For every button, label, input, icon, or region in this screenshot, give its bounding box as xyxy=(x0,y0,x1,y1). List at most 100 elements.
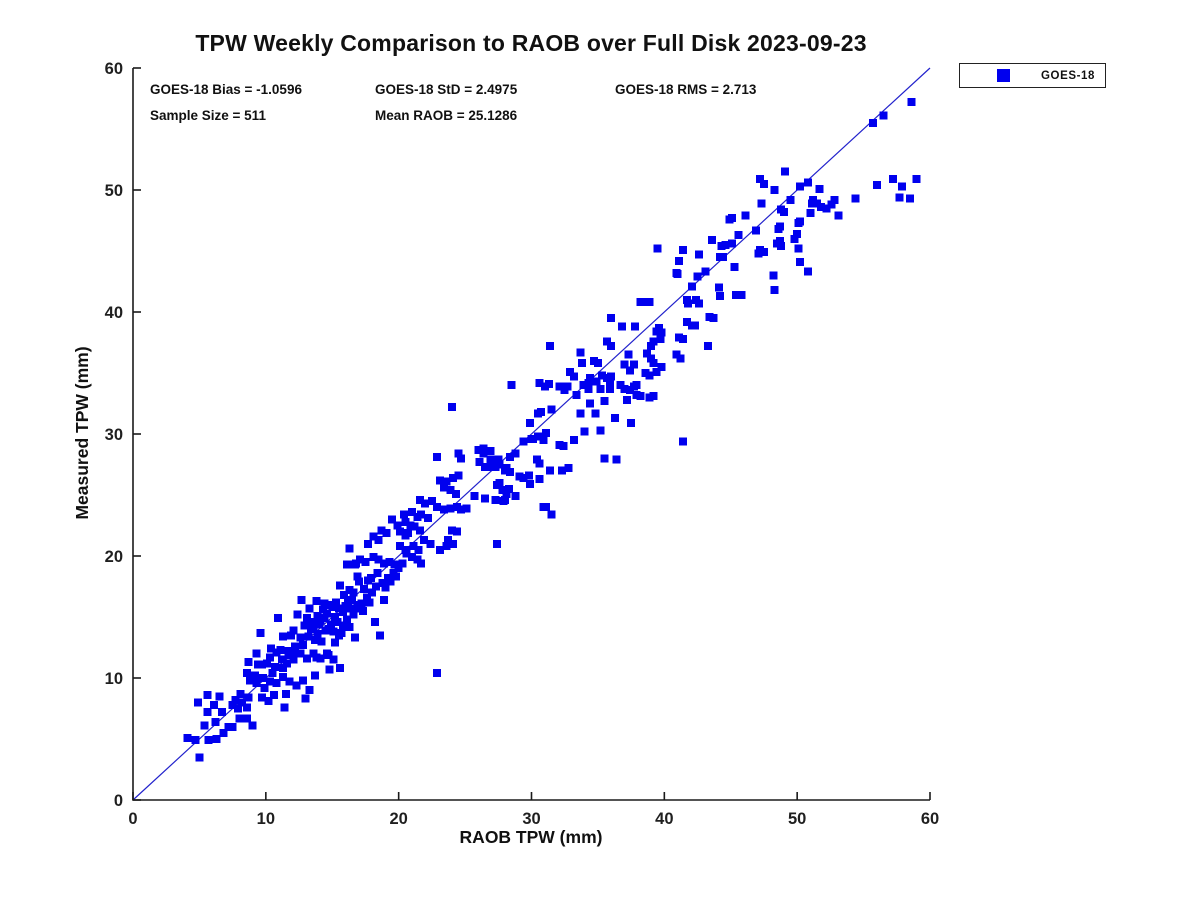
scatter-point xyxy=(728,239,737,248)
scatter-point xyxy=(377,526,386,535)
scatter-point xyxy=(888,175,897,184)
scatter-point xyxy=(534,432,543,441)
scatter-point xyxy=(579,381,588,390)
scatter-point xyxy=(398,559,407,568)
scatter-point xyxy=(409,542,418,551)
scatter-point xyxy=(542,428,551,437)
scatter-point xyxy=(728,214,737,223)
scatter-point xyxy=(285,677,294,686)
scatter-point xyxy=(328,603,337,612)
scatter-point xyxy=(300,621,309,630)
scatter-point xyxy=(546,466,555,475)
scatter-point xyxy=(492,539,501,548)
scatter-point xyxy=(704,342,713,351)
scatter-point xyxy=(244,658,253,667)
scatter-point xyxy=(345,622,354,631)
scatter-point xyxy=(310,636,319,645)
scatter-point xyxy=(366,573,375,582)
scatter-point xyxy=(481,494,490,503)
scatter-point xyxy=(330,613,339,621)
scatter-point xyxy=(348,595,357,604)
scatter-point xyxy=(243,669,252,678)
scatter-point xyxy=(326,620,335,629)
x-tick-label: 60 xyxy=(921,810,939,828)
scatter-point xyxy=(678,245,687,254)
scatter-point xyxy=(237,698,246,707)
scatter-point xyxy=(373,569,382,578)
scatter-point xyxy=(407,508,416,517)
scatter-point xyxy=(539,436,548,445)
scatter-point xyxy=(353,572,362,581)
scatter-point xyxy=(433,503,442,512)
scatter-point xyxy=(730,262,739,271)
scatter-point xyxy=(313,611,322,620)
scatter-point xyxy=(236,689,245,698)
scatter-point xyxy=(362,593,371,602)
scatter-point xyxy=(491,495,500,504)
scatter-point xyxy=(368,588,377,597)
scatter-point xyxy=(316,654,325,663)
scatter-point xyxy=(624,350,633,359)
scatter-point xyxy=(757,199,766,208)
scatter-point xyxy=(781,167,790,176)
scatter-point xyxy=(338,621,347,630)
chart-title: TPW Weekly Comparison to RAOB over Full … xyxy=(195,30,867,56)
scatter-point xyxy=(415,526,424,535)
scatter-point xyxy=(563,382,572,391)
scatter-point xyxy=(235,714,244,723)
scatter-point xyxy=(834,211,843,220)
scatter-point xyxy=(558,466,567,475)
x-tick-label: 50 xyxy=(788,810,806,828)
scatter-point xyxy=(631,322,640,331)
scatter-point xyxy=(617,322,626,331)
scatter-point xyxy=(506,467,515,476)
scatter-point xyxy=(446,486,455,495)
scatter-point xyxy=(284,647,293,656)
scatter-point xyxy=(504,484,513,493)
scatter-point xyxy=(392,572,401,581)
scatter-point xyxy=(868,118,877,127)
scatter-point xyxy=(195,753,204,762)
scatter-point xyxy=(280,703,289,712)
scatter-point xyxy=(693,272,702,281)
scatter-point xyxy=(269,691,278,700)
scatter-point xyxy=(511,492,520,501)
scatter-point xyxy=(673,270,682,279)
scatter-point xyxy=(183,733,192,742)
scatter-point xyxy=(457,505,466,514)
scatter-point xyxy=(244,693,253,702)
y-tick-label: 60 xyxy=(105,60,123,78)
scatter-point xyxy=(822,204,831,213)
scatter-point xyxy=(447,403,456,412)
scatter-point xyxy=(528,434,537,443)
scatter-point xyxy=(329,627,338,636)
x-tick-label: 10 xyxy=(257,810,275,828)
scatter-point xyxy=(417,510,426,519)
scatter-point xyxy=(257,660,266,669)
scatter-point xyxy=(268,669,277,678)
scatter-point xyxy=(790,234,799,243)
scatter-point xyxy=(572,390,581,399)
scatter-point xyxy=(402,549,411,558)
scatter-point xyxy=(775,237,784,246)
scatter-point xyxy=(737,290,746,299)
scatter-point xyxy=(372,582,381,591)
scatter-point xyxy=(629,360,638,369)
scatter-point xyxy=(257,693,266,702)
scatter-point xyxy=(403,528,412,537)
scatter-point xyxy=(462,504,471,513)
scatter-point xyxy=(279,664,288,673)
scatter-point xyxy=(443,536,452,545)
scatter-point xyxy=(546,342,555,351)
y-tick-label: 10 xyxy=(105,670,123,688)
scatter-point xyxy=(356,555,365,564)
scatter-point xyxy=(596,384,605,393)
scatter-point xyxy=(795,217,804,226)
scatter-point xyxy=(607,372,616,381)
scatter-point xyxy=(350,633,359,642)
scatter-point xyxy=(795,182,804,191)
scatter-point xyxy=(657,362,666,371)
scatter-point xyxy=(281,689,290,698)
scatter-point xyxy=(593,359,602,368)
